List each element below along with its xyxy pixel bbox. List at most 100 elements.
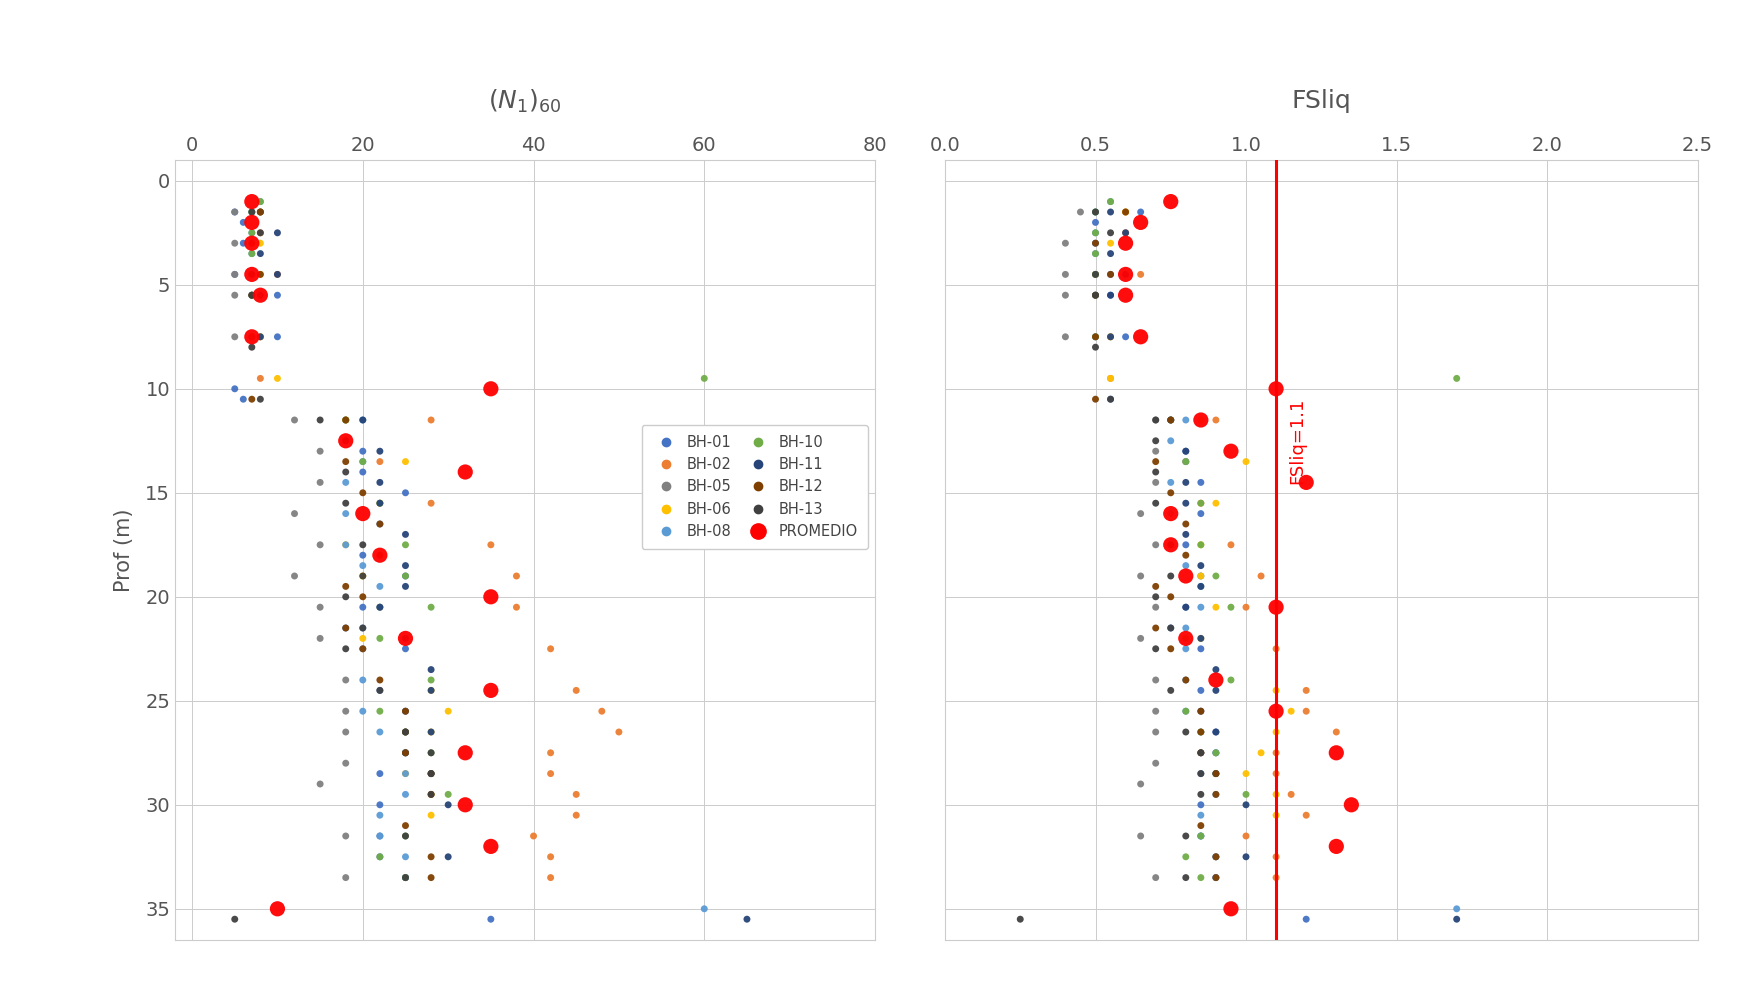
Point [1141,578,1169,594]
Point [1141,703,1169,719]
Point [332,412,360,428]
Point [416,599,444,615]
Point [1202,568,1230,584]
Point [1097,329,1125,345]
Point [1262,849,1290,865]
Point [1111,329,1139,345]
Point [332,506,360,522]
Point [348,454,376,470]
Point [366,807,394,823]
Point [1186,745,1214,761]
Point [1202,682,1230,698]
Point [1232,599,1260,615]
Point [1172,724,1200,740]
Point [1082,391,1110,407]
Point [332,620,360,636]
Point [1097,235,1125,251]
Point [1082,266,1110,282]
Point [392,870,420,886]
Point [1172,454,1200,470]
Point [264,901,292,917]
Point [1157,474,1185,490]
Point [1323,838,1351,854]
Point [1141,474,1169,490]
Title: $(N_1)_{60}$: $(N_1)_{60}$ [488,87,562,115]
Point [348,568,376,584]
Point [1172,599,1200,615]
Point [366,516,394,532]
Point [1202,766,1230,782]
Point [1127,506,1155,522]
Point [1186,682,1214,698]
Point [537,849,565,865]
Point [332,724,360,740]
Point [220,204,248,220]
Point [332,641,360,657]
Point [1082,266,1110,282]
Point [392,537,420,553]
Point [1202,672,1230,688]
Point [348,630,376,646]
Point [220,329,248,345]
Point [1248,745,1276,761]
Point [416,870,444,886]
Point [1127,266,1155,282]
Point [1097,266,1125,282]
Point [1141,412,1169,428]
Point [416,724,444,740]
Point [1141,755,1169,771]
Point [1262,766,1290,782]
Point [332,433,360,449]
Point [348,589,376,605]
Point [1157,589,1185,605]
Point [1186,828,1214,844]
Point [332,620,360,636]
Point [366,766,394,782]
Point [348,412,376,428]
Point [1172,454,1200,470]
Point [366,547,394,563]
Point [220,381,248,397]
Point [264,329,292,345]
Point [1157,412,1185,428]
Point [1232,797,1260,813]
Point [238,391,266,407]
Point [1186,724,1214,740]
Point [366,630,394,646]
Point [247,225,275,241]
Point [1097,225,1125,241]
Point [247,391,275,407]
Point [1202,870,1230,886]
Point [306,599,334,615]
Point [1082,246,1110,262]
Point [562,682,590,698]
Point [332,589,360,605]
Point [392,454,420,470]
Point [1111,266,1139,282]
Point [537,641,565,657]
Point [1082,214,1110,230]
Point [1202,766,1230,782]
Point [306,474,334,490]
Point [452,464,480,480]
Point [366,672,394,688]
Point [1082,329,1110,345]
Point [1172,703,1200,719]
Point [1186,807,1214,823]
Point [1172,526,1200,542]
Point [238,329,266,345]
Point [1172,474,1200,490]
Point [1127,214,1155,230]
Point [1111,287,1139,303]
Point [452,745,480,761]
Point [1278,703,1306,719]
Point [1157,412,1185,428]
Point [1232,828,1260,844]
Point [1141,589,1169,605]
Point [1262,786,1290,802]
Point [1172,412,1200,428]
Point [238,287,266,303]
Point [238,329,266,345]
Point [1141,620,1169,636]
Point [1082,339,1110,355]
